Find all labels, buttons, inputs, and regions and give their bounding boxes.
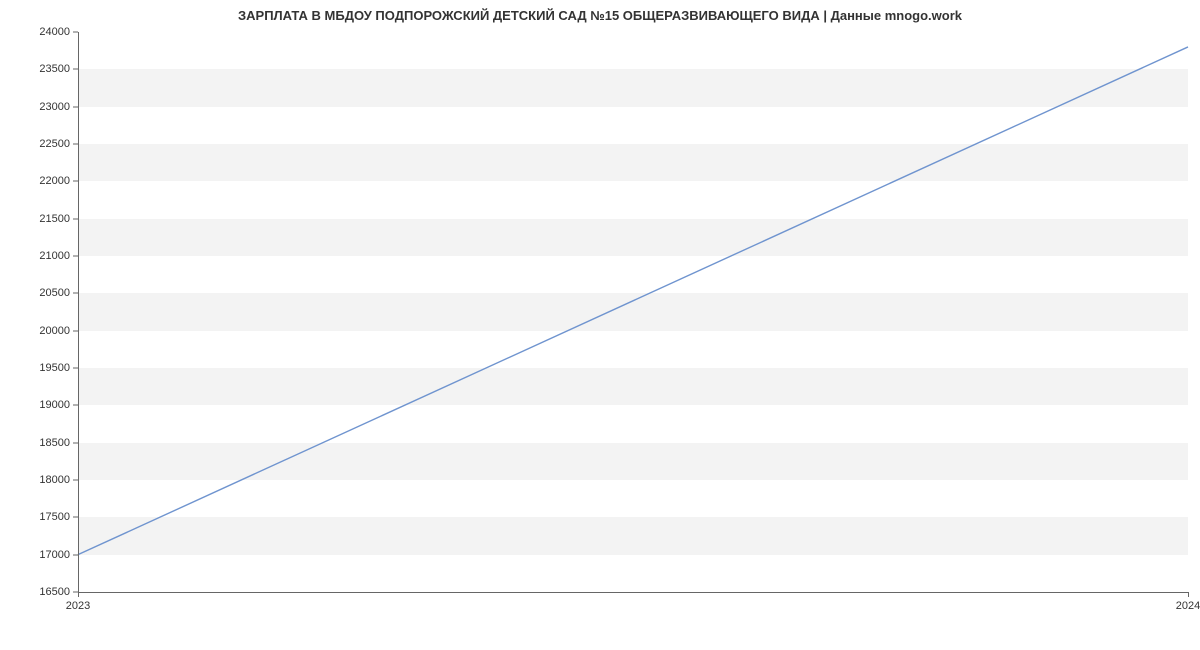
y-tick-label: 19000 bbox=[10, 399, 70, 411]
y-axis-line bbox=[78, 32, 79, 592]
y-tick-mark bbox=[73, 32, 78, 33]
y-tick-label: 21500 bbox=[10, 213, 70, 225]
salary-line-chart: ЗАРПЛАТА В МБДОУ ПОДПОРОЖСКИЙ ДЕТСКИЙ СА… bbox=[0, 0, 1200, 650]
y-tick-mark bbox=[73, 106, 78, 107]
y-tick-mark bbox=[73, 368, 78, 369]
y-tick-label: 18500 bbox=[10, 437, 70, 449]
y-tick-label: 24000 bbox=[10, 26, 70, 38]
y-tick-label: 17000 bbox=[10, 549, 70, 561]
y-tick-label: 23000 bbox=[10, 101, 70, 113]
y-tick-mark bbox=[73, 218, 78, 219]
y-tick-label: 20500 bbox=[10, 287, 70, 299]
line-series bbox=[78, 32, 1188, 592]
y-tick-label: 17500 bbox=[10, 511, 70, 523]
plot-area: 1650017000175001800018500190001950020000… bbox=[78, 32, 1188, 592]
x-axis-line bbox=[78, 592, 1188, 593]
y-tick-mark bbox=[73, 480, 78, 481]
y-tick-mark bbox=[73, 405, 78, 406]
y-tick-mark bbox=[73, 517, 78, 518]
x-tick-mark bbox=[78, 592, 79, 597]
x-tick-label: 2024 bbox=[1176, 600, 1200, 612]
y-tick-mark bbox=[73, 181, 78, 182]
y-tick-label: 23500 bbox=[10, 63, 70, 75]
y-tick-mark bbox=[73, 293, 78, 294]
y-tick-label: 21000 bbox=[10, 250, 70, 262]
y-tick-mark bbox=[73, 144, 78, 145]
y-tick-label: 18000 bbox=[10, 474, 70, 486]
y-tick-mark bbox=[73, 442, 78, 443]
chart-title: ЗАРПЛАТА В МБДОУ ПОДПОРОЖСКИЙ ДЕТСКИЙ СА… bbox=[0, 8, 1200, 23]
y-tick-mark bbox=[73, 330, 78, 331]
y-tick-label: 19500 bbox=[10, 362, 70, 374]
x-tick-mark bbox=[1188, 592, 1189, 597]
y-tick-mark bbox=[73, 69, 78, 70]
y-tick-label: 16500 bbox=[10, 586, 70, 598]
y-tick-label: 22500 bbox=[10, 138, 70, 150]
y-tick-mark bbox=[73, 554, 78, 555]
x-tick-label: 2023 bbox=[66, 600, 90, 612]
y-tick-label: 20000 bbox=[10, 325, 70, 337]
y-tick-mark bbox=[73, 256, 78, 257]
y-tick-label: 22000 bbox=[10, 175, 70, 187]
